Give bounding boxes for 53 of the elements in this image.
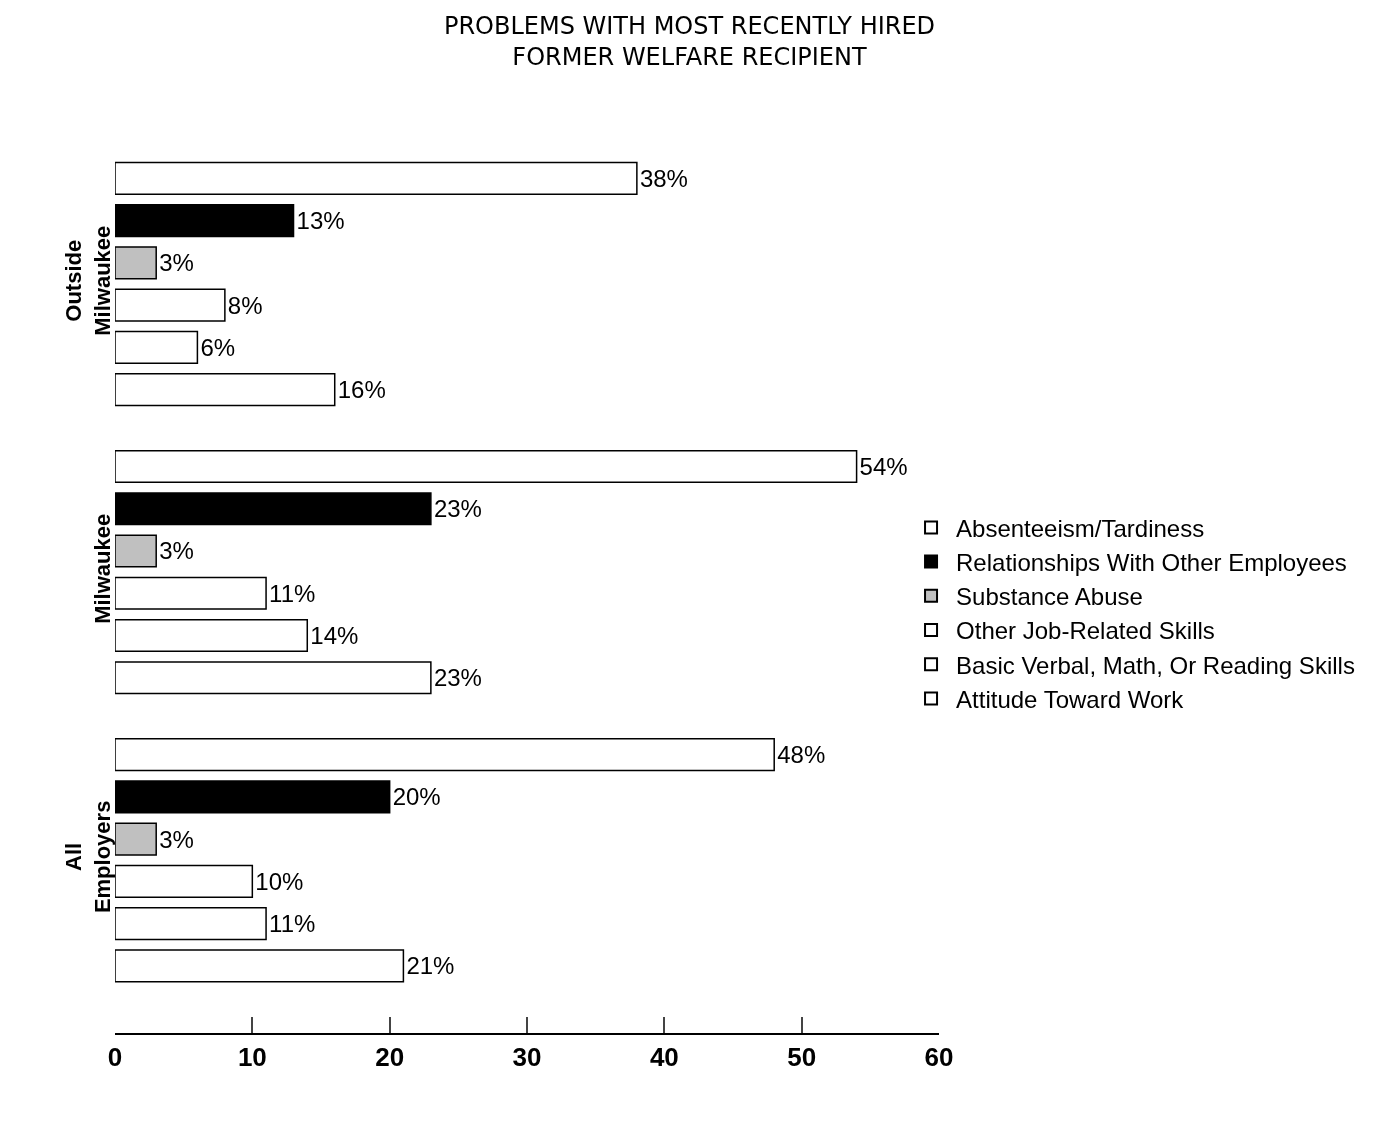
bar xyxy=(115,534,157,568)
data-label: 11% xyxy=(269,579,316,607)
y-tick-label: Milwaukee xyxy=(89,513,115,624)
data-label: 10% xyxy=(255,867,304,895)
bar xyxy=(115,288,226,322)
bar xyxy=(115,204,295,238)
data-label: 11% xyxy=(269,910,316,938)
data-label: 23% xyxy=(433,495,482,523)
bar xyxy=(115,373,336,407)
bar xyxy=(115,449,858,484)
bar xyxy=(115,822,157,856)
data-label: 3% xyxy=(159,537,194,565)
data-label: 23% xyxy=(433,664,482,692)
bar xyxy=(115,618,309,653)
x-tick-label: 20 xyxy=(375,1042,405,1073)
bar xyxy=(115,492,432,526)
bar xyxy=(115,949,405,983)
bar xyxy=(115,780,391,814)
legend-label: Absenteeism/Tardiness xyxy=(956,514,1205,542)
y-tick-label: All Employers xyxy=(61,800,115,914)
bar xyxy=(115,737,775,772)
data-label: 48% xyxy=(777,741,826,769)
legend-label: Basic Verbal, Math, Or Reading Skills xyxy=(956,651,1355,679)
bar xyxy=(115,576,267,610)
bar xyxy=(115,864,254,898)
legend-label: Other Job-Related Skills xyxy=(956,617,1215,645)
bar xyxy=(115,330,199,364)
bar xyxy=(115,661,432,695)
data-label: 20% xyxy=(392,783,441,811)
legend-label: Relationships With Other Employees xyxy=(956,548,1347,576)
data-label: 3% xyxy=(159,825,194,853)
bar xyxy=(115,246,157,280)
chart-title: PROBLEMS WITH MOST RECENTLY HIRED FORMER WELFARE RECIPIENT xyxy=(443,12,936,72)
x-tick-label: 40 xyxy=(649,1042,679,1073)
x-tick-label: 30 xyxy=(512,1042,542,1073)
data-label: 38% xyxy=(639,164,688,192)
bar xyxy=(115,161,638,195)
x-tick-label: 60 xyxy=(924,1042,954,1073)
x-tick-label: 0 xyxy=(107,1042,123,1073)
y-tick-label: Outside Milwaukee xyxy=(61,225,115,336)
data-label: 6% xyxy=(200,333,236,361)
x-tick-label: 10 xyxy=(237,1042,267,1073)
x-tick-label: 50 xyxy=(787,1042,817,1073)
data-label: 3% xyxy=(159,249,194,277)
data-label: 14% xyxy=(310,621,359,649)
data-label: 13% xyxy=(296,207,345,235)
data-label: 54% xyxy=(859,452,908,480)
data-label: 8% xyxy=(227,291,263,319)
legend-label: Substance Abuse xyxy=(956,583,1143,611)
bar xyxy=(115,906,267,941)
legend-label: Attitude Toward Work xyxy=(956,685,1185,713)
data-label: 16% xyxy=(337,376,386,404)
data-label: 21% xyxy=(406,952,455,980)
